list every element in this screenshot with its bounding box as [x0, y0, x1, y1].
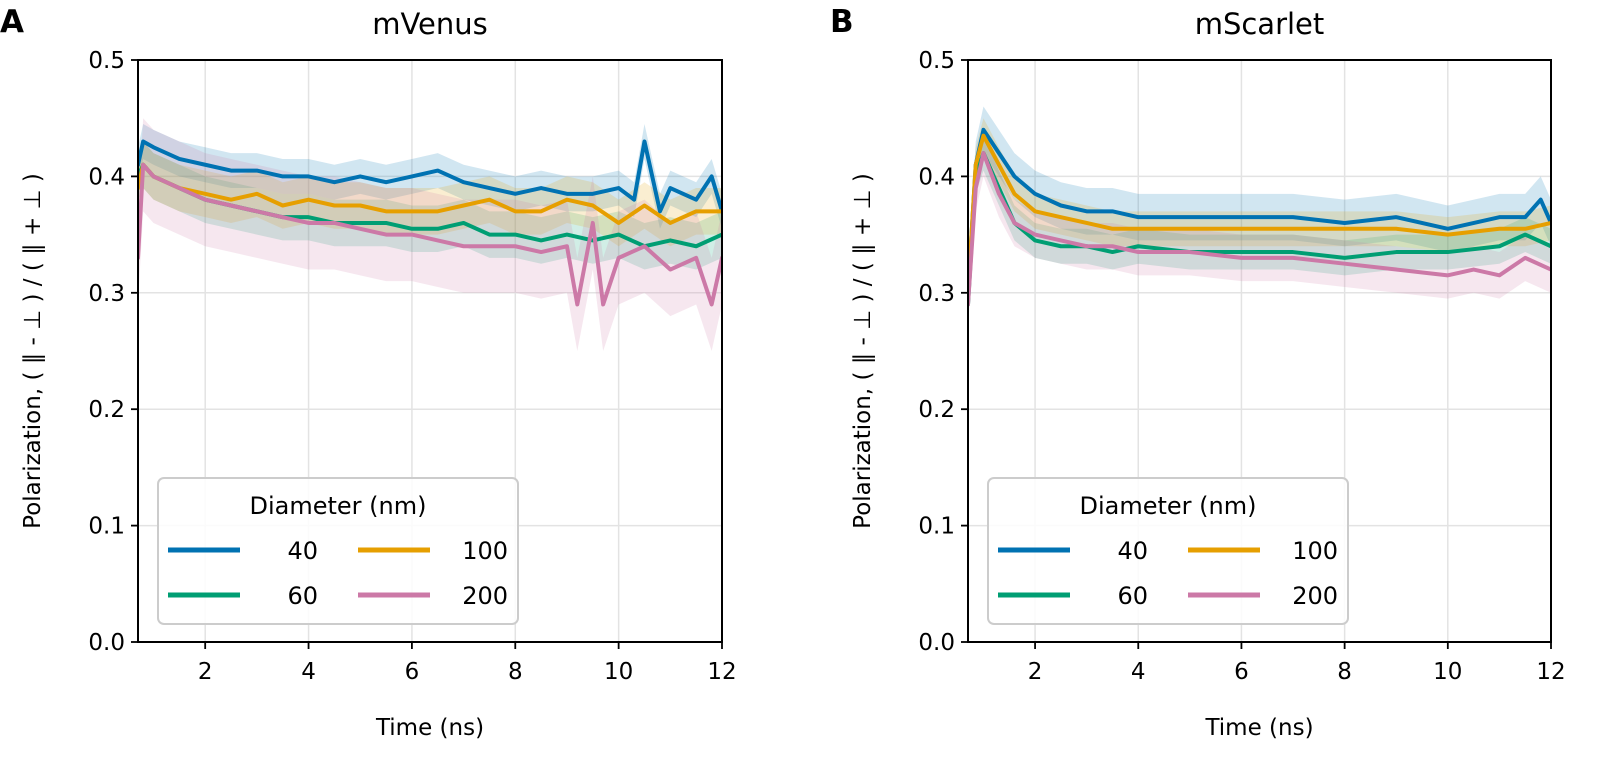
- y-tick-label: 0.1: [918, 514, 955, 540]
- legend-title: Diameter (nm): [250, 492, 427, 520]
- series-line-40: [968, 127, 1551, 295]
- panel-letter: A: [0, 4, 24, 40]
- series-line-60: [968, 151, 1551, 307]
- x-tick-label: 8: [1337, 659, 1352, 685]
- x-axis-label: Time (ns): [1204, 715, 1313, 741]
- x-tick-label: 10: [604, 659, 633, 685]
- x-tick-label: 2: [198, 659, 213, 685]
- x-tick-label: 6: [1234, 659, 1249, 685]
- legend-label-60: 60: [1117, 582, 1148, 610]
- y-tick-label: 0.2: [918, 397, 955, 423]
- series-line-40: [138, 139, 722, 214]
- legend-label-100: 100: [1292, 537, 1338, 565]
- y-tick-label: 0.2: [88, 397, 125, 423]
- x-tick-label: 2: [1028, 659, 1043, 685]
- legend-title: Diameter (nm): [1080, 492, 1257, 520]
- legend: Diameter (nm) 40 100 60 200: [157, 477, 519, 625]
- series-line-100: [138, 162, 722, 225]
- y-tick-label: 0.3: [918, 281, 955, 307]
- axes-frame: [967, 59, 1552, 643]
- legend-label-200: 200: [1292, 582, 1338, 610]
- chart-panel-a: 2 4 6 8 10 12 0.0 0.1 0.2 0.3 0.4 0.5 A mVenus Time (n…: [0, 4, 737, 741]
- y-tick-label: 0.3: [88, 281, 125, 307]
- x-tick-label: 10: [1433, 659, 1462, 685]
- legend-label-40: 40: [287, 537, 318, 565]
- series-line-100: [968, 133, 1551, 295]
- y-tick-label: 0.0: [918, 630, 955, 656]
- y-tick-label: 0.0: [88, 630, 125, 656]
- series-band-60: [968, 135, 1551, 322]
- series-line-200: [138, 162, 722, 307]
- y-tick-label: 0.5: [918, 48, 955, 74]
- x-tick-label: 6: [405, 659, 420, 685]
- x-tick-label: 4: [301, 659, 316, 685]
- x-tick-label: 12: [1536, 659, 1565, 685]
- y-axis-label: Polarization, ( ∥ - ⊥ ) / ( ∥ + ⊥ ): [20, 173, 46, 529]
- series-line-200: [968, 151, 1551, 307]
- legend: Diameter (nm) 40 100 60 200: [987, 477, 1349, 625]
- series-band-100: [138, 141, 722, 247]
- legend-label-40: 40: [1117, 537, 1148, 565]
- y-tick-label: 0.4: [88, 164, 125, 190]
- chart-title: mVenus: [372, 7, 488, 41]
- legend-box: [157, 477, 519, 625]
- x-tick-label: 8: [508, 659, 523, 685]
- x-tick-label: 12: [707, 659, 736, 685]
- legend-label-100: 100: [462, 537, 508, 565]
- series-band-40: [968, 106, 1551, 317]
- legend-box: [987, 477, 1349, 625]
- panel-letter: B: [830, 4, 854, 40]
- plot-area: [138, 118, 722, 351]
- axes-frame: [137, 59, 723, 643]
- legend-label-200: 200: [462, 582, 508, 610]
- x-axis-label: Time (ns): [375, 715, 484, 741]
- legend-label-60: 60: [287, 582, 318, 610]
- series-band-100: [968, 118, 1551, 311]
- x-tick-label: 4: [1131, 659, 1146, 685]
- plot-area: [968, 106, 1551, 328]
- chart-title: mScarlet: [1195, 7, 1325, 41]
- chart-panel-b: 2 4 6 8 10 12 0.0 0.1 0.2 0.3 0.4 0.5 B mScarlet Time …: [830, 4, 1566, 741]
- y-tick-label: 0.1: [88, 514, 125, 540]
- y-tick-label: 0.4: [918, 164, 955, 190]
- y-axis-label: Polarization, ( ∥ - ⊥ ) / ( ∥ + ⊥ ): [850, 173, 876, 529]
- series-band-200: [968, 129, 1551, 328]
- y-tick-label: 0.5: [88, 48, 125, 74]
